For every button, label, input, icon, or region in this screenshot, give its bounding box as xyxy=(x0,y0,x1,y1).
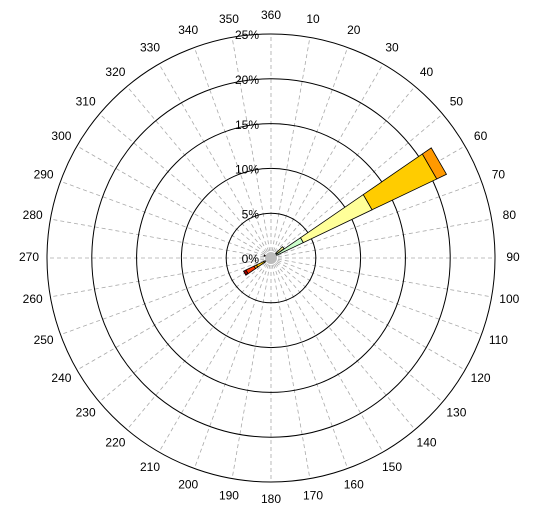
direction-label: 260 xyxy=(23,292,43,306)
spoke xyxy=(270,47,348,259)
spoke xyxy=(126,257,272,430)
direction-label: 220 xyxy=(105,436,125,450)
direction-label: 170 xyxy=(303,488,323,502)
r-tick-label: 15% xyxy=(235,118,259,132)
spoke xyxy=(270,257,348,469)
r-tick-label: 10% xyxy=(235,163,259,177)
spoke xyxy=(76,257,272,371)
spoke xyxy=(270,113,443,259)
spoke xyxy=(60,257,272,335)
direction-label: 30 xyxy=(385,41,399,55)
direction-label: 340 xyxy=(178,23,198,37)
direction-label: 280 xyxy=(23,208,43,222)
spoke xyxy=(50,257,272,298)
direction-label: 330 xyxy=(140,41,160,55)
spoke xyxy=(270,257,443,403)
spoke xyxy=(270,257,416,430)
petal xyxy=(300,193,373,244)
direction-label: 120 xyxy=(471,371,491,385)
ring xyxy=(180,167,362,349)
direction-label: 300 xyxy=(51,129,71,143)
spoke xyxy=(194,257,272,469)
petal xyxy=(242,269,249,276)
direction-label: 90 xyxy=(506,250,520,264)
spoke xyxy=(158,257,272,453)
ring xyxy=(91,78,451,438)
r-tick-label: 0% xyxy=(242,252,260,266)
ring xyxy=(225,212,317,304)
ring xyxy=(46,33,496,483)
direction-label: 160 xyxy=(344,478,364,492)
spoke xyxy=(270,257,466,371)
spoke xyxy=(50,218,272,259)
spoke xyxy=(194,47,272,259)
direction-label: 320 xyxy=(105,65,125,79)
direction-label: 230 xyxy=(76,406,96,420)
direction-label: 140 xyxy=(417,436,437,450)
direction-label: 20 xyxy=(347,23,361,37)
direction-label: 200 xyxy=(178,478,198,492)
spoke xyxy=(99,257,272,403)
spoke xyxy=(76,145,272,259)
direction-label: 360 xyxy=(261,8,281,22)
direction-label: 240 xyxy=(51,371,71,385)
spoke xyxy=(158,63,272,259)
direction-label: 40 xyxy=(420,65,434,79)
petal xyxy=(421,147,448,180)
spoke xyxy=(99,113,272,259)
spoke xyxy=(126,86,272,259)
r-tick-label: 5% xyxy=(242,207,260,221)
spoke xyxy=(60,181,272,259)
direction-label: 130 xyxy=(446,406,466,420)
spoke xyxy=(270,63,384,259)
direction-label: 310 xyxy=(76,95,96,109)
direction-label: 290 xyxy=(34,167,54,181)
ring xyxy=(136,123,406,393)
spoke xyxy=(270,218,492,259)
direction-label: 60 xyxy=(474,129,488,143)
direction-label: 80 xyxy=(503,208,517,222)
spoke xyxy=(270,181,482,259)
r-tick-label: 25% xyxy=(235,28,259,42)
direction-label: 50 xyxy=(450,95,464,109)
direction-label: 210 xyxy=(140,460,160,474)
direction-label: 100 xyxy=(499,292,519,306)
direction-label: 250 xyxy=(34,333,54,347)
spoke xyxy=(270,257,384,453)
spoke xyxy=(270,86,416,259)
direction-label: 70 xyxy=(492,167,506,181)
direction-label: 270 xyxy=(19,250,39,264)
direction-label: 350 xyxy=(219,12,239,26)
spoke xyxy=(231,37,272,259)
spoke xyxy=(231,257,272,479)
spoke xyxy=(270,257,482,335)
spoke xyxy=(270,37,311,259)
spoke xyxy=(270,257,311,479)
r-tick-label: 20% xyxy=(235,73,259,87)
direction-label: 110 xyxy=(489,333,508,347)
spoke xyxy=(270,257,492,298)
direction-label: 150 xyxy=(382,460,402,474)
center-dot xyxy=(265,252,277,264)
direction-label: 10 xyxy=(306,12,320,26)
direction-label: 190 xyxy=(219,488,239,502)
direction-label: 180 xyxy=(261,492,281,506)
